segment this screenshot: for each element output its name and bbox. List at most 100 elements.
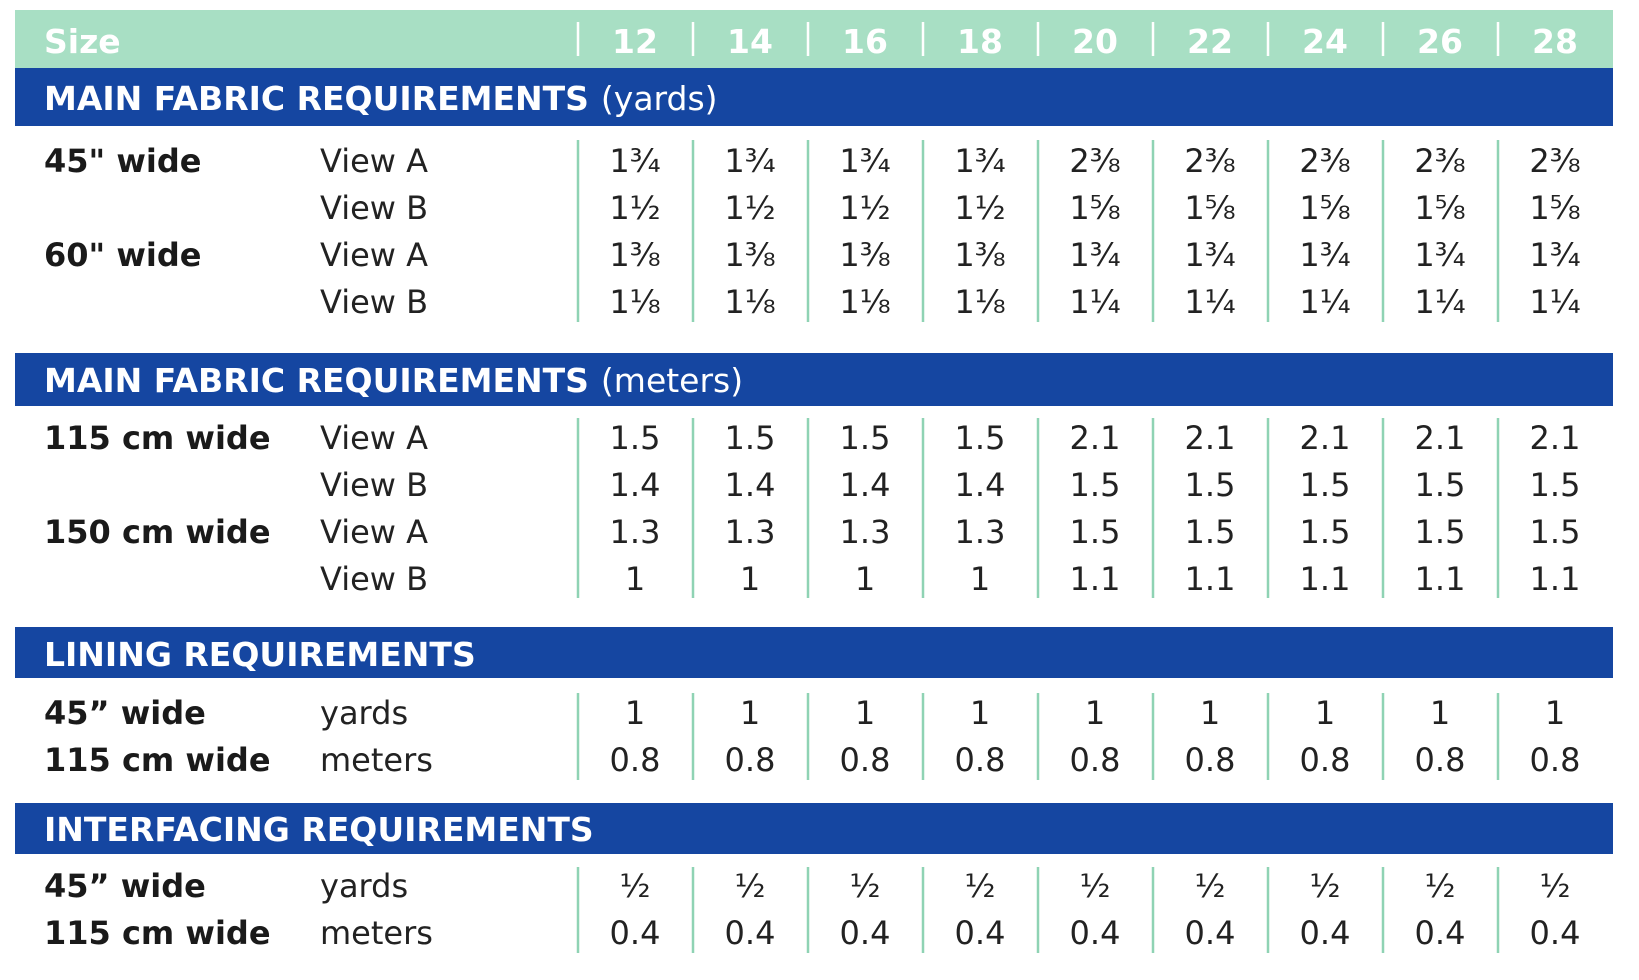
table-cell: 1¾ bbox=[1414, 236, 1465, 274]
row-label: meters bbox=[320, 741, 433, 779]
section-band bbox=[15, 627, 1613, 678]
table-cell: 0.4 bbox=[1530, 914, 1581, 952]
table-cell: 1.4 bbox=[955, 466, 1006, 504]
table-cell: 1⅝ bbox=[1184, 189, 1235, 227]
table-cell: 0.8 bbox=[610, 741, 661, 779]
table-cell: 1.1 bbox=[1185, 560, 1236, 598]
header-size-12: 12 bbox=[612, 22, 658, 61]
table-cell: 1 bbox=[855, 694, 875, 732]
table-cell: 0.8 bbox=[955, 741, 1006, 779]
row-label: View B bbox=[320, 560, 428, 598]
row-label: View B bbox=[320, 466, 428, 504]
table-cell: 1 bbox=[740, 694, 760, 732]
table-cell: 1½ bbox=[609, 189, 660, 227]
table-cell: 1.1 bbox=[1530, 560, 1581, 598]
table-cell: 1¾ bbox=[724, 142, 775, 180]
table-cell: 1¼ bbox=[1529, 283, 1580, 321]
fabric-width-label: 115 cm wide bbox=[44, 914, 271, 952]
header-size-22: 22 bbox=[1187, 22, 1233, 61]
table-cell: ½ bbox=[619, 867, 650, 905]
header-size-label: Size bbox=[44, 22, 121, 61]
table-cell: 1.3 bbox=[840, 513, 891, 551]
table-cell: 1⅝ bbox=[1529, 189, 1580, 227]
row-label: yards bbox=[320, 694, 408, 732]
table-cell: 1.5 bbox=[1070, 513, 1121, 551]
table-cell: ½ bbox=[1424, 867, 1455, 905]
table-cell: 1.5 bbox=[1415, 466, 1466, 504]
table-cell: 1.1 bbox=[1300, 560, 1351, 598]
table-cell: 1⅝ bbox=[1299, 189, 1350, 227]
table-cell: 0.8 bbox=[1185, 741, 1236, 779]
table-cell: 1¼ bbox=[1299, 283, 1350, 321]
table-cell: ½ bbox=[734, 867, 765, 905]
table-cell: 0.4 bbox=[1185, 914, 1236, 952]
table-cell: 1¾ bbox=[1299, 236, 1350, 274]
table-cell: 1.3 bbox=[955, 513, 1006, 551]
table-cell: 1⅜ bbox=[609, 236, 660, 274]
table-cell: 1¾ bbox=[609, 142, 660, 180]
table-cell: 1.5 bbox=[955, 419, 1006, 457]
table-cell: 0.8 bbox=[840, 741, 891, 779]
fabric-width-label: 150 cm wide bbox=[44, 513, 271, 551]
table-cell: 1 bbox=[970, 560, 990, 598]
table-cell: 0.8 bbox=[1300, 741, 1351, 779]
table-cell: 1.4 bbox=[725, 466, 776, 504]
fabric-width-label: 45” wide bbox=[44, 694, 206, 732]
table-cell: 1½ bbox=[724, 189, 775, 227]
table-cell: 1 bbox=[855, 560, 875, 598]
table-cell: 0.8 bbox=[1070, 741, 1121, 779]
row-label: View A bbox=[320, 142, 428, 180]
table-cell: 1¾ bbox=[1069, 236, 1120, 274]
section-title: MAIN FABRIC REQUIREMENTS bbox=[44, 79, 589, 118]
table-cell: ½ bbox=[1079, 867, 1110, 905]
header-size-28: 28 bbox=[1532, 22, 1578, 61]
table-cell: 1.5 bbox=[1530, 466, 1581, 504]
row-label: View A bbox=[320, 419, 428, 457]
header-band bbox=[15, 10, 1613, 68]
table-cell: 0.8 bbox=[725, 741, 776, 779]
table-cell: 1.5 bbox=[1185, 513, 1236, 551]
table-cell: 1.5 bbox=[1070, 466, 1121, 504]
table-cell: 1.4 bbox=[610, 466, 661, 504]
table-cell: ½ bbox=[1539, 867, 1570, 905]
table-cell: 2⅜ bbox=[1299, 142, 1350, 180]
header-size-14: 14 bbox=[727, 22, 773, 61]
table-cell: 1¾ bbox=[1184, 236, 1235, 274]
table-cell: 0.4 bbox=[955, 914, 1006, 952]
header-size-24: 24 bbox=[1302, 22, 1348, 61]
header-size-26: 26 bbox=[1417, 22, 1463, 61]
table-cell: 1 bbox=[1315, 694, 1335, 732]
table-cell: 1.5 bbox=[840, 419, 891, 457]
header-size-20: 20 bbox=[1072, 22, 1118, 61]
table-cell: 2.1 bbox=[1300, 419, 1351, 457]
table-cell: 2⅜ bbox=[1414, 142, 1465, 180]
table-cell: 2.1 bbox=[1185, 419, 1236, 457]
table-cell: 0.8 bbox=[1530, 741, 1581, 779]
table-cell: 1⅜ bbox=[724, 236, 775, 274]
table-cell: 1.3 bbox=[610, 513, 661, 551]
table-cell: ½ bbox=[849, 867, 880, 905]
row-label: View A bbox=[320, 513, 428, 551]
table-cell: 1⅛ bbox=[954, 283, 1005, 321]
row-label: View B bbox=[320, 189, 428, 227]
section-title: LINING REQUIREMENTS bbox=[44, 635, 476, 674]
header-size-18: 18 bbox=[957, 22, 1003, 61]
table-cell: 1⅜ bbox=[954, 236, 1005, 274]
fabric-width-label: 115 cm wide bbox=[44, 741, 271, 779]
table-cell: 1⅛ bbox=[609, 283, 660, 321]
table-cell: 1 bbox=[1200, 694, 1220, 732]
table-cell: 2⅜ bbox=[1184, 142, 1235, 180]
row-label: yards bbox=[320, 867, 408, 905]
table-cell: 1.3 bbox=[725, 513, 776, 551]
row-label: View B bbox=[320, 283, 428, 321]
table-cell: 1 bbox=[1545, 694, 1565, 732]
table-cell: 2.1 bbox=[1530, 419, 1581, 457]
table-cell: 2⅜ bbox=[1069, 142, 1120, 180]
table-cell: 1⅜ bbox=[839, 236, 890, 274]
table-cell: 1.5 bbox=[1415, 513, 1466, 551]
table-cell: 1.5 bbox=[610, 419, 661, 457]
table-cell: 1¼ bbox=[1184, 283, 1235, 321]
table-cell: 1.1 bbox=[1070, 560, 1121, 598]
section-band bbox=[15, 353, 1613, 406]
